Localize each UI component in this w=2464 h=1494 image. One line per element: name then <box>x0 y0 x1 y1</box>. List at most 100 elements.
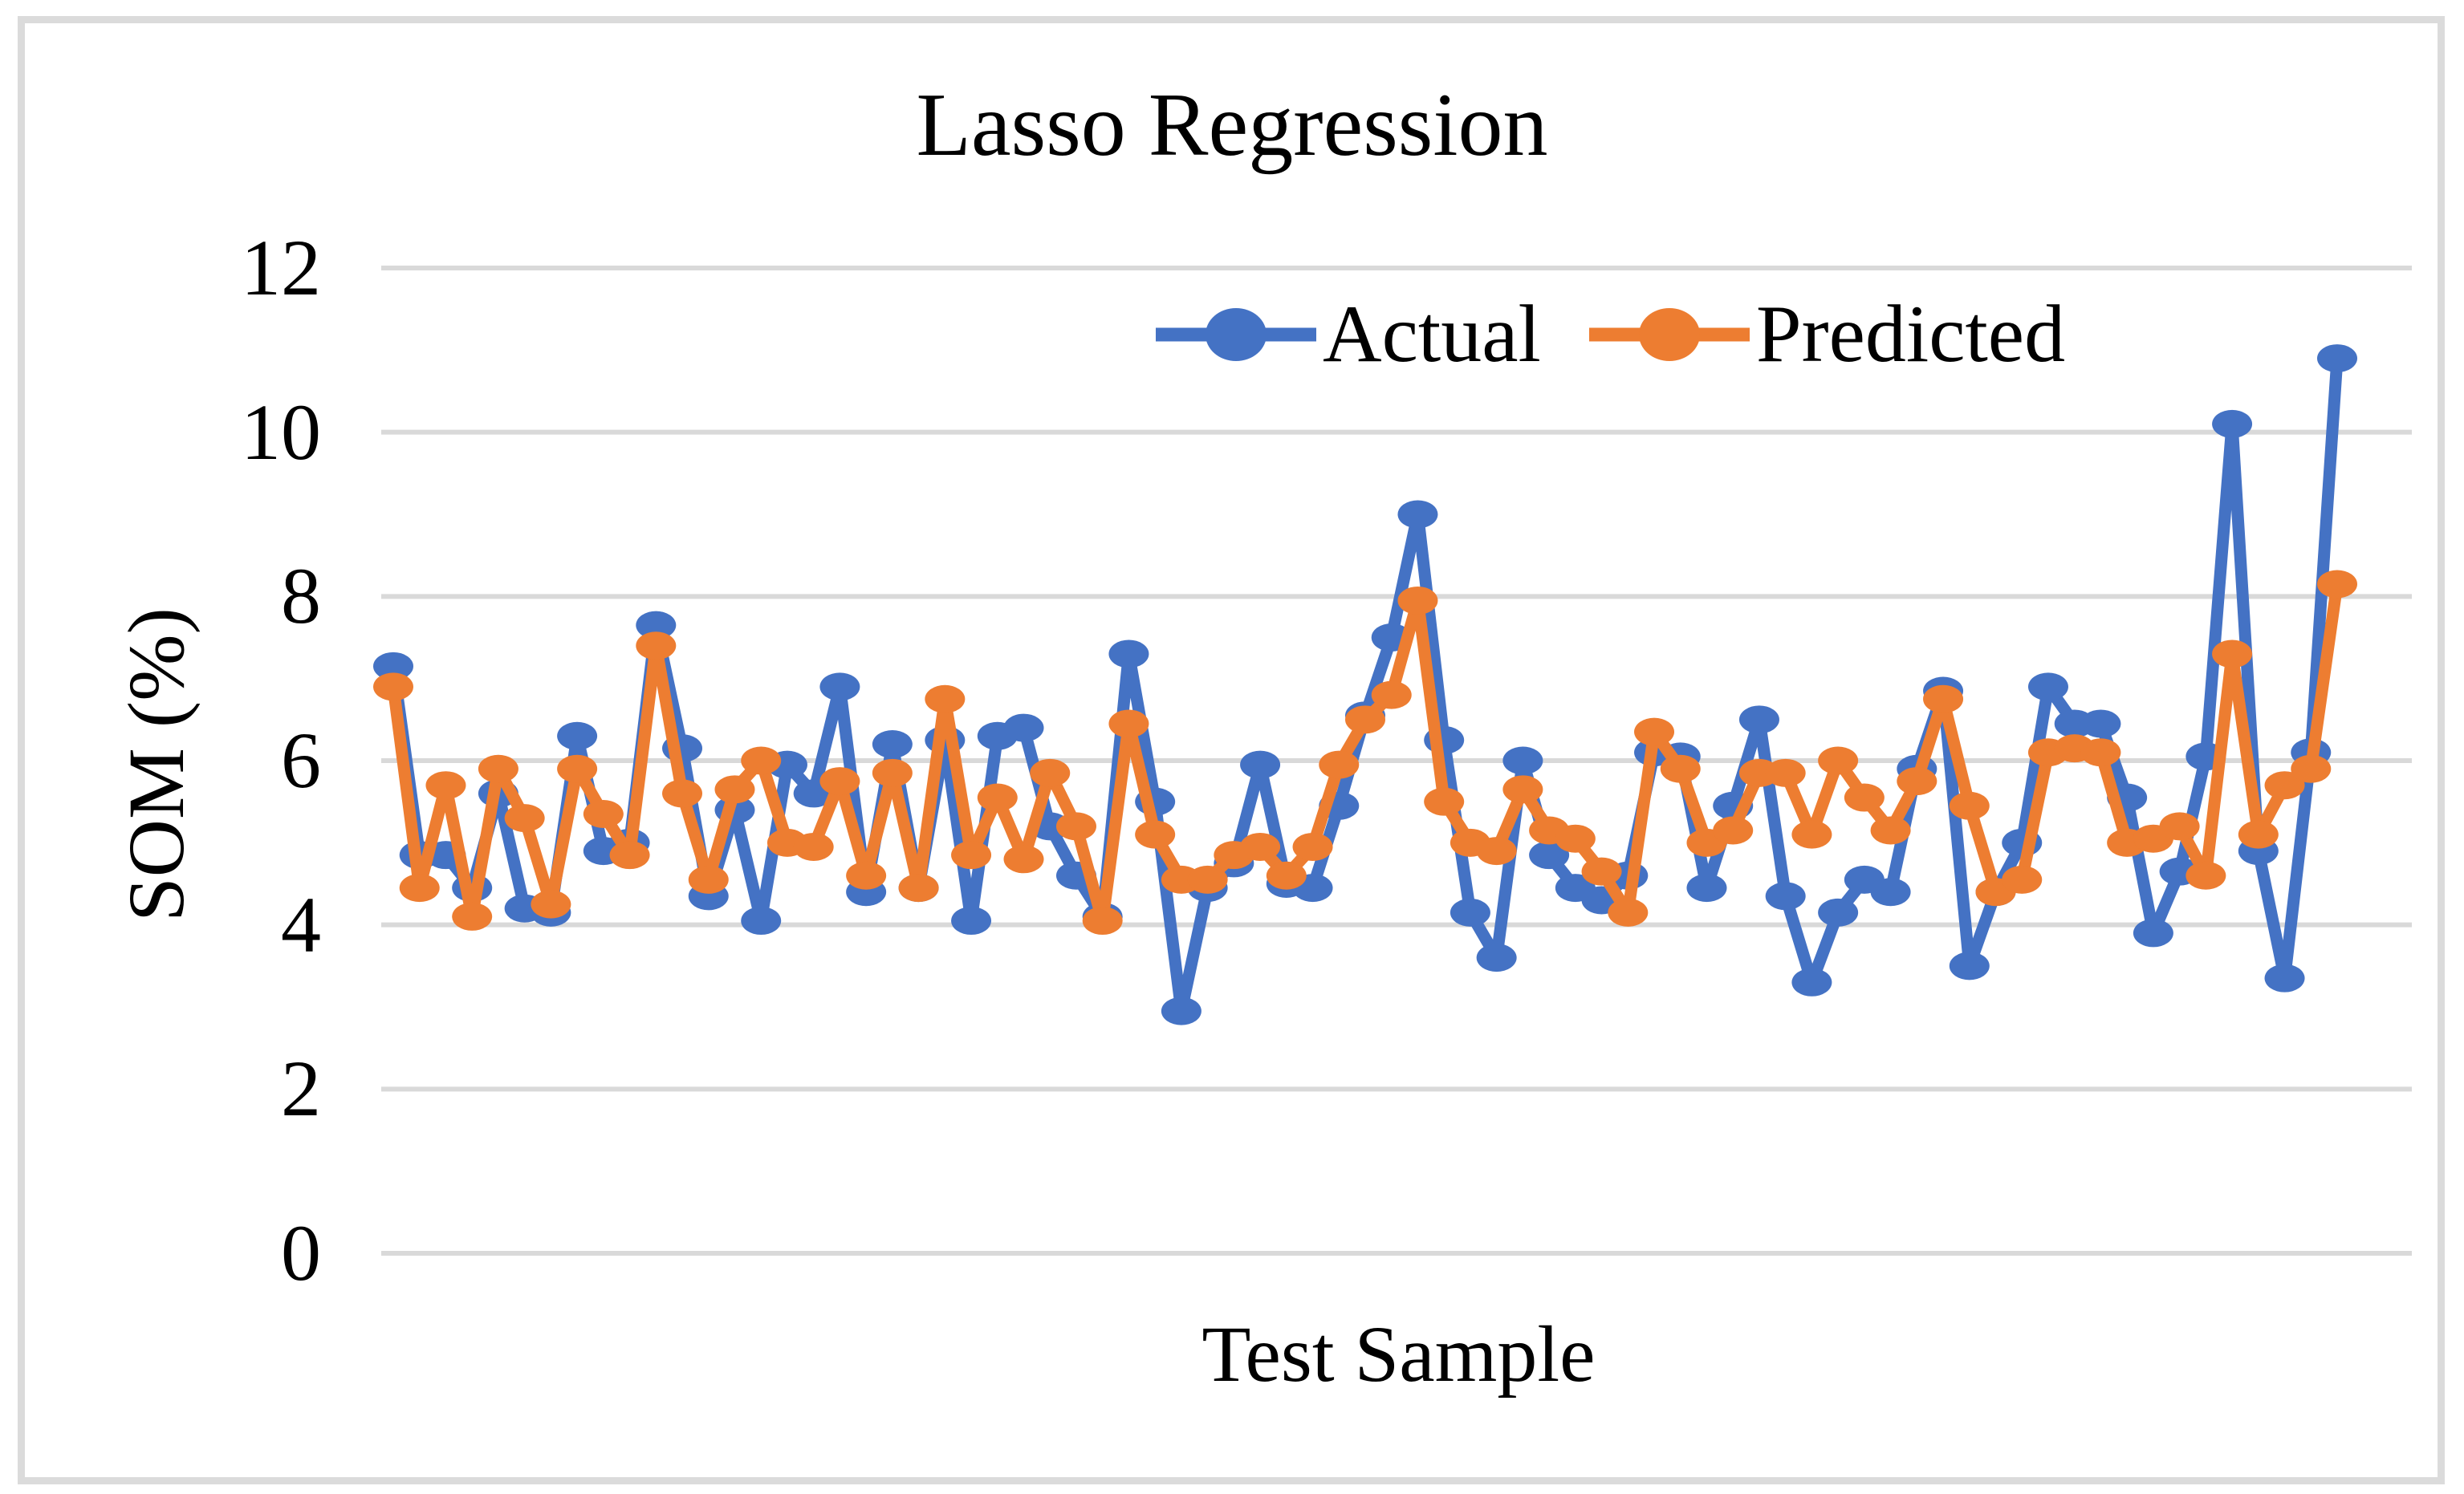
marker-predicted-61 <box>1949 791 1990 820</box>
marker-actual-31 <box>1161 997 1202 1025</box>
marker-actual-25 <box>1003 713 1044 742</box>
legend: Actual Predicted <box>1156 282 2065 387</box>
marker-actual-20 <box>872 730 913 759</box>
marker-predicted-50 <box>1660 754 1701 783</box>
marker-predicted-57 <box>1844 783 1885 812</box>
marker-actual-55 <box>1791 968 1832 997</box>
marker-predicted-32 <box>1187 865 1228 894</box>
marker-predicted-39 <box>1371 680 1412 709</box>
marker-predicted-1 <box>373 672 413 701</box>
marker-actual-66 <box>2080 709 2121 738</box>
marker-predicted-13 <box>688 865 729 894</box>
marker-predicted-26 <box>1030 758 1071 787</box>
marker-predicted-63 <box>2002 865 2043 894</box>
legend-marker-predicted-icon <box>1588 308 1750 361</box>
legend-marker-actual-icon <box>1156 308 1316 361</box>
marker-actual-71 <box>2212 409 2253 438</box>
marker-predicted-60 <box>1923 684 1964 713</box>
y-tick-label-12: 12 <box>241 223 321 312</box>
marker-predicted-21 <box>898 874 939 903</box>
marker-predicted-75 <box>2317 570 2357 599</box>
marker-predicted-7 <box>531 890 571 919</box>
y-tick-label-10: 10 <box>241 387 321 477</box>
marker-predicted-17 <box>793 832 834 861</box>
marker-predicted-24 <box>977 783 1018 812</box>
marker-predicted-37 <box>1319 750 1360 779</box>
marker-actual-40 <box>1397 500 1438 529</box>
marker-actual-1 <box>373 652 413 680</box>
marker-actual-61 <box>1949 952 1990 980</box>
marker-actual-11 <box>636 611 677 639</box>
marker-actual-51 <box>1686 874 1727 903</box>
marker-actual-64 <box>2027 672 2068 701</box>
y-tick-label-0: 0 <box>281 1208 321 1297</box>
marker-predicted-23 <box>951 841 992 870</box>
marker-predicted-35 <box>1266 861 1307 890</box>
marker-predicted-11 <box>636 631 677 660</box>
marker-predicted-46 <box>1555 824 1596 853</box>
marker-predicted-59 <box>1897 767 1937 796</box>
y-tick-label-8: 8 <box>281 551 321 641</box>
marker-predicted-28 <box>1082 907 1123 936</box>
legend-entry-actual: Actual <box>1156 282 1541 387</box>
marker-predicted-40 <box>1397 586 1438 615</box>
marker-predicted-56 <box>1818 746 1859 775</box>
marker-predicted-34 <box>1240 832 1281 861</box>
marker-actual-53 <box>1738 705 1779 734</box>
marker-predicted-2 <box>399 874 440 903</box>
marker-predicted-5 <box>478 754 518 783</box>
legend-label-predicted: Predicted <box>1755 289 2066 380</box>
chart-title: Lasso Regression <box>916 75 1548 175</box>
marker-predicted-10 <box>609 841 650 870</box>
marker-predicted-18 <box>819 767 860 796</box>
marker-actual-29 <box>1108 639 1149 668</box>
marker-predicted-58 <box>1870 816 1911 845</box>
marker-predicted-49 <box>1634 717 1675 746</box>
marker-predicted-66 <box>2080 738 2121 767</box>
marker-predicted-72 <box>2238 820 2279 849</box>
marker-predicted-20 <box>872 758 913 787</box>
marker-predicted-70 <box>2185 861 2226 890</box>
legend-label-actual: Actual <box>1323 289 1541 380</box>
marker-predicted-8 <box>557 754 598 783</box>
marker-actual-23 <box>951 907 992 936</box>
marker-predicted-22 <box>925 684 966 713</box>
marker-actual-45 <box>1529 841 1570 870</box>
marker-predicted-38 <box>1345 705 1385 734</box>
marker-actual-8 <box>557 721 598 750</box>
marker-predicted-3 <box>425 771 466 800</box>
marker-predicted-9 <box>583 800 624 829</box>
marker-predicted-43 <box>1476 837 1517 866</box>
y-tick-label-2: 2 <box>281 1044 321 1134</box>
marker-predicted-36 <box>1292 832 1333 861</box>
marker-predicted-73 <box>2264 771 2305 800</box>
marker-actual-18 <box>819 672 860 701</box>
marker-predicted-47 <box>1581 857 1622 886</box>
marker-predicted-44 <box>1502 775 1543 804</box>
marker-actual-15 <box>741 907 782 936</box>
marker-predicted-52 <box>1713 816 1754 845</box>
figure-border <box>18 16 2445 1484</box>
y-tick-label-4: 4 <box>281 879 321 969</box>
y-tick-label-6: 6 <box>281 716 321 805</box>
marker-actual-73 <box>2264 964 2305 993</box>
marker-actual-68 <box>2133 919 2173 948</box>
marker-predicted-6 <box>504 804 545 833</box>
x-axis-title: Test Sample <box>1202 1309 1596 1399</box>
marker-predicted-71 <box>2212 639 2253 668</box>
marker-actual-56 <box>1818 898 1859 927</box>
marker-actual-43 <box>1476 944 1517 972</box>
marker-predicted-41 <box>1424 787 1465 816</box>
marker-actual-42 <box>1450 898 1490 927</box>
marker-predicted-54 <box>1765 758 1806 787</box>
marker-actual-44 <box>1502 746 1543 775</box>
marker-predicted-69 <box>2159 812 2200 841</box>
marker-actual-54 <box>1765 882 1806 911</box>
marker-predicted-27 <box>1055 812 1096 841</box>
marker-predicted-19 <box>846 861 887 890</box>
marker-predicted-29 <box>1108 709 1149 738</box>
marker-predicted-4 <box>452 902 493 931</box>
marker-actual-34 <box>1240 750 1281 779</box>
